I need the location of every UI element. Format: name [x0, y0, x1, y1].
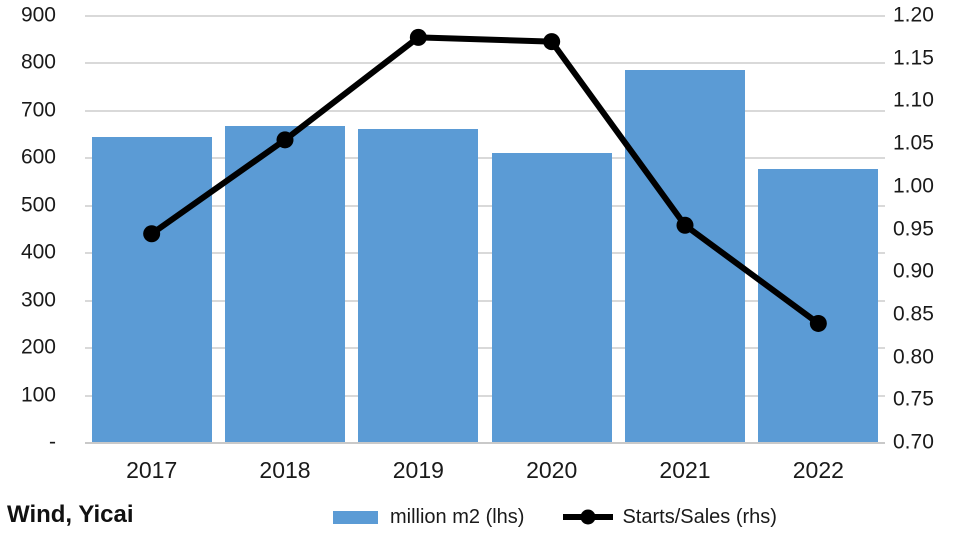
gridline	[85, 62, 885, 65]
line-marker-2022	[809, 314, 827, 332]
left-axis-tick-label: -	[49, 430, 56, 454]
line-marker-2021	[676, 216, 694, 234]
x-axis-label-2017: 2017	[126, 457, 178, 483]
left-axis-tick-label: 200	[20, 335, 56, 359]
line-series	[143, 28, 827, 332]
right-axis-tick-label: 0.85	[893, 302, 934, 326]
left-axis-tick-label: 800	[20, 50, 56, 74]
gridline	[85, 394, 885, 397]
right-axis-tick-label: 1.15	[893, 46, 934, 70]
left-axis-tick-label: 400	[20, 240, 56, 264]
x-axis-label-2019: 2019	[392, 457, 444, 483]
legend-item-bar-series: million m2 (lhs)	[333, 506, 524, 529]
line-marker-2017	[143, 225, 161, 243]
x-axis-label-2022: 2022	[792, 457, 844, 483]
right-axis-tick-label: 0.80	[893, 345, 934, 369]
legend-item-line-series: Starts/Sales (rhs)	[524, 505, 777, 529]
left-axis-tick-label: 900	[20, 3, 56, 27]
left-axis-tick-label: 600	[20, 145, 56, 169]
bar-2018	[225, 126, 345, 442]
gridline	[85, 109, 885, 112]
right-axis-tick-label: 1.20	[893, 3, 934, 27]
gridline	[85, 157, 885, 160]
legend-line-label: Starts/Sales (rhs)	[622, 505, 777, 528]
line-marker-2019	[409, 28, 427, 46]
gridline	[85, 347, 885, 350]
bar-series-swatch-icon	[333, 510, 378, 524]
right-axis-tick-label: 1.05	[893, 131, 934, 155]
gridline	[85, 299, 885, 302]
line-marker-2020	[543, 33, 561, 51]
bar-2019	[358, 129, 479, 442]
gridline	[85, 252, 885, 255]
left-axis-tick-label: 300	[20, 288, 56, 312]
left-axis-tick-label: 100	[20, 383, 56, 407]
x-axis-label-2020: 2020	[526, 457, 578, 483]
gridline	[85, 204, 885, 207]
legend: million m2 (lhs) Starts/Sales (rhs)	[333, 503, 777, 531]
x-axis-label-2021: 2021	[659, 457, 711, 483]
right-axis-tick-label: 0.90	[893, 259, 934, 283]
bar-2022	[758, 169, 879, 442]
line-marker-2018	[276, 131, 294, 149]
gridline	[85, 15, 885, 17]
starts-sales-line	[149, 34, 821, 326]
right-axis-tick-label: 1.00	[893, 174, 934, 198]
right-axis-tick-label: 1.10	[893, 88, 934, 112]
bar-2017	[91, 136, 212, 442]
bar-2020	[491, 153, 612, 442]
left-axis-tick-label: 500	[20, 193, 56, 217]
legend-bar-label: million m2 (lhs)	[390, 505, 525, 528]
x-axis-line	[85, 442, 885, 444]
right-axis-tick-label: 0.75	[893, 387, 934, 411]
x-axis-label-2018: 2018	[259, 457, 311, 483]
left-axis-tick-label: 700	[20, 98, 56, 122]
right-axis-tick-label: 0.95	[893, 217, 934, 241]
line-series-swatch-icon	[563, 509, 614, 525]
source-credit: Wind, Yicai	[7, 501, 134, 528]
right-axis-tick-label: 0.70	[893, 430, 934, 454]
